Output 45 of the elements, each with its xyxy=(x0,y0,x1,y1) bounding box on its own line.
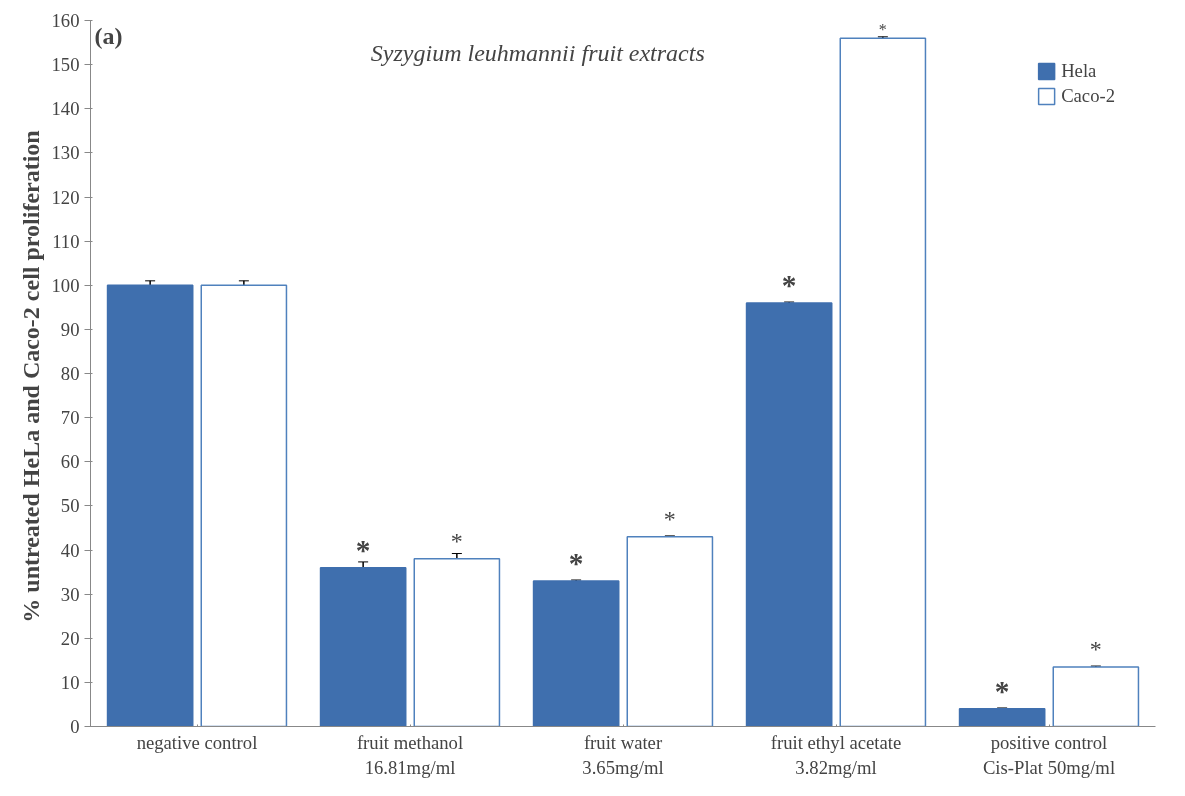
bar xyxy=(532,580,620,727)
legend-label: Caco-2 xyxy=(1061,85,1115,107)
x-tick-label: negative control xyxy=(136,731,258,753)
bar xyxy=(319,566,407,727)
x-tick-label: positive control Cis-Plat 50mg/ml xyxy=(982,731,1116,778)
annotation: * xyxy=(878,21,887,39)
bar xyxy=(626,536,714,727)
y-tick-label: 130 xyxy=(51,142,80,164)
bar xyxy=(1052,666,1140,727)
y-tick-label: 160 xyxy=(51,10,80,31)
y-tick-label: 120 xyxy=(51,186,80,208)
x-tick-label: fruit methanol 16.81mg/ml xyxy=(356,731,464,778)
bar xyxy=(958,708,1046,727)
x-tick-label: fruit ethyl acetate 3.82mg/ml xyxy=(770,731,902,778)
y-tick-label: 80 xyxy=(60,363,80,384)
y-tick-label: 140 xyxy=(51,98,80,120)
annotation: * xyxy=(450,527,463,554)
y-tick-label: 100 xyxy=(51,274,80,296)
y-tick-label: 10 xyxy=(60,671,80,693)
legend-label: Hela xyxy=(1061,60,1097,82)
annotation: * xyxy=(781,268,797,301)
bar xyxy=(200,284,288,727)
y-tick-label: 20 xyxy=(60,627,80,649)
y-tick-label: 50 xyxy=(60,495,80,517)
bar xyxy=(745,302,833,727)
bar xyxy=(413,558,501,727)
bar xyxy=(839,37,927,727)
annotation: * xyxy=(663,505,676,532)
text: Syzygium leuhmannii fruit extracts xyxy=(370,39,705,66)
annotation: * xyxy=(994,674,1010,707)
annotation: * xyxy=(355,533,371,566)
annotation: (a) xyxy=(94,22,123,49)
y-tick-label: 0 xyxy=(70,716,80,737)
y-tick-label: 70 xyxy=(60,407,80,429)
y-tick-label: 40 xyxy=(60,539,80,561)
annotation: * xyxy=(568,546,584,579)
y-tick-label: 30 xyxy=(60,583,80,605)
annotation: * xyxy=(1089,635,1102,662)
y-tick-label: 110 xyxy=(52,230,80,252)
y-tick-label: 60 xyxy=(60,451,80,473)
y-tick-label: 90 xyxy=(60,318,80,340)
bar xyxy=(106,284,194,727)
y-tick-label: 150 xyxy=(51,54,80,76)
y-axis-title: % untreated HeLa and Caco-2 cell proliferation xyxy=(17,130,44,623)
x-tick-label: fruit water 3.65mg/ml xyxy=(582,731,664,778)
